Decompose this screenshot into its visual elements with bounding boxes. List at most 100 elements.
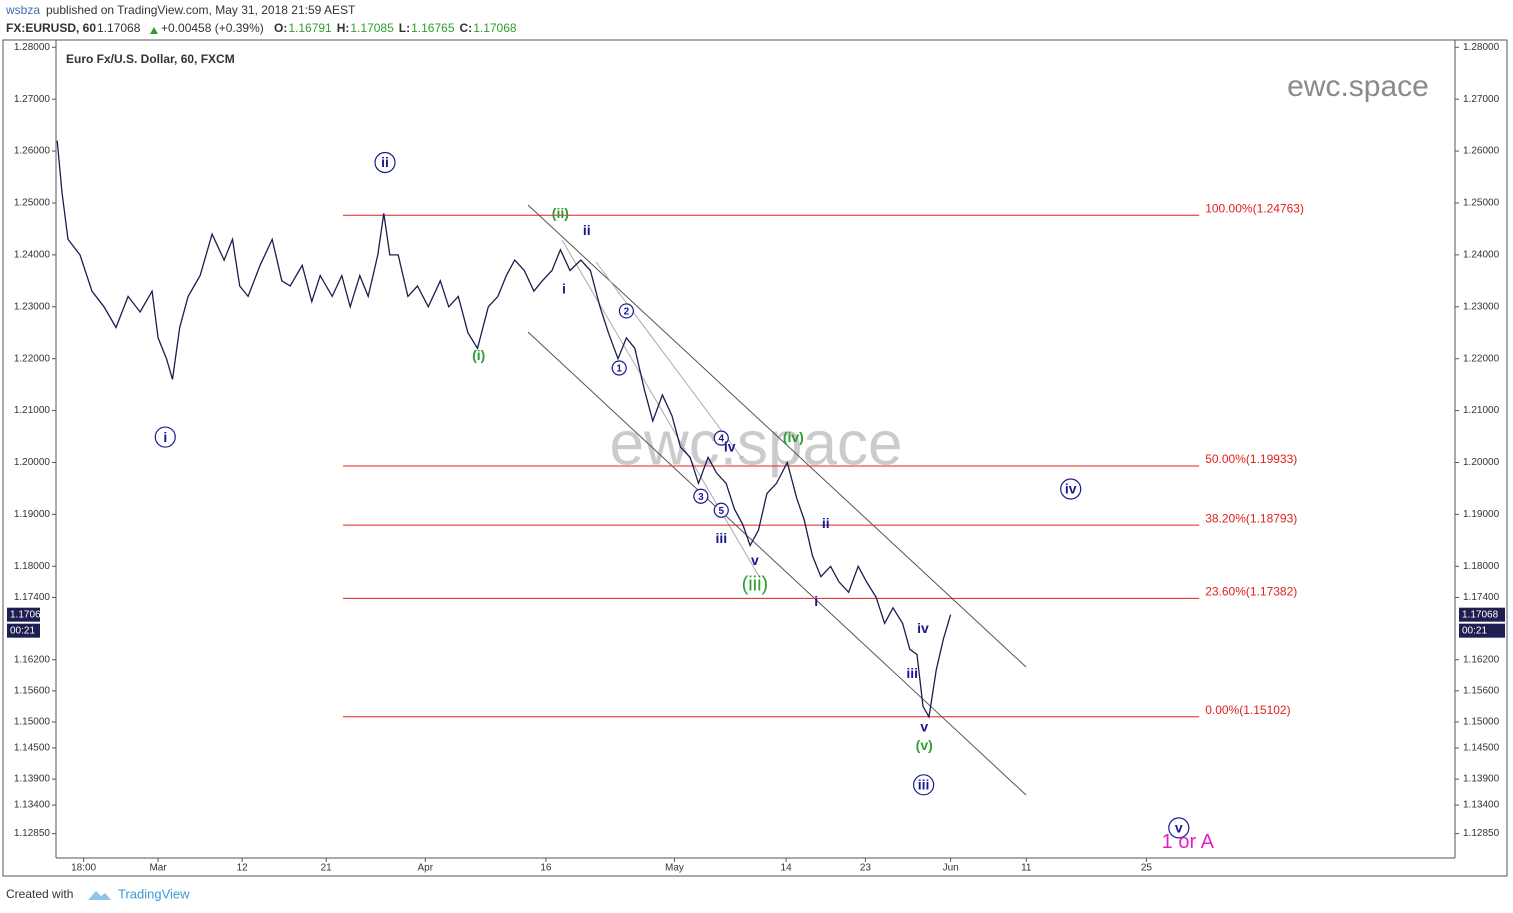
wave-label: (v) (916, 737, 933, 753)
y-tick-label: 1.15600 (1463, 686, 1500, 697)
y-tick-label: 1.21000 (1463, 405, 1500, 416)
y-tick-label: 1.20000 (14, 457, 51, 468)
y-tick-label: 1.16200 (14, 654, 51, 665)
x-tick-label: 11 (1021, 863, 1032, 874)
wave-circle (1060, 478, 1082, 500)
countdown-label: 00:21 (1462, 625, 1487, 636)
countdown-tag (7, 623, 40, 638)
y-tick-label: 1.18000 (1463, 561, 1500, 572)
y-tick-label: 1.14500 (1463, 743, 1500, 754)
wave-circle (713, 502, 729, 518)
ohlc-label: O: (274, 21, 287, 35)
y-tick-label: 1.18000 (14, 561, 51, 572)
x-tick-label: Jun (943, 863, 959, 874)
price: 1.17068 (97, 21, 141, 35)
wave-circle (1168, 817, 1190, 839)
channel-line (527, 204, 1027, 668)
y-tick-label: 1.13400 (14, 800, 51, 811)
wave-label: 5 (718, 506, 724, 517)
price-tag (1459, 607, 1505, 622)
ohlc-value: 1.17085 (350, 21, 394, 35)
y-tick-label: 1.28000 (1463, 42, 1500, 53)
x-tick-label: 23 (860, 863, 872, 874)
y-tick-label: 1.14500 (14, 743, 51, 754)
channel-line (527, 331, 1027, 796)
y-tick-label: 1.26000 (1463, 146, 1500, 157)
y-tick-label: 1.24000 (1463, 250, 1500, 261)
chart-title: Euro Fx/U.S. Dollar, 60, FXCM (66, 52, 235, 66)
fib-label: 38.20%(1.18793) (1205, 511, 1297, 525)
wave-circle (618, 303, 635, 319)
wave-label: 1 (616, 364, 622, 375)
channels (527, 204, 1027, 796)
y-tick-label: 1.22000 (14, 353, 51, 364)
price-tag-label: 1.17068 (1462, 609, 1499, 620)
wave-label: i (814, 593, 818, 609)
y-tick-label: 1.12850 (14, 828, 51, 839)
symbol: FX:EURUSD, 60 (6, 21, 96, 35)
logo (88, 891, 111, 900)
y-tick-label: 1.25000 (1463, 198, 1500, 209)
wave-label: i (163, 429, 167, 445)
x-tick-label: 18:00 (71, 863, 96, 874)
wave-label: (iv) (783, 429, 804, 445)
y-tick-label: 1.12850 (1463, 828, 1500, 839)
wave-circle (374, 151, 396, 174)
x-tick-label: May (665, 863, 684, 874)
y-tick-label: 1.26000 (14, 146, 51, 157)
y-tick-label: 1.19000 (14, 509, 51, 520)
wave-label: i (562, 280, 566, 296)
y-tick-label: 1.21000 (14, 405, 51, 416)
wave-circle (713, 430, 729, 446)
y-tick-label: 1.15600 (14, 686, 51, 697)
ohlc-label: C: (460, 21, 473, 35)
y-tick-label: 1.13900 (14, 774, 51, 785)
x-tick-label: 16 (540, 863, 552, 874)
y-tick-label: 1.24000 (14, 250, 51, 261)
ohlc-value: 1.16791 (288, 21, 332, 35)
wave-label: iv (917, 620, 929, 636)
ohlc: O: 1.16791 H: 1.17085 L: 1.16765 C: 1.17068 (274, 21, 517, 35)
y-tick-label: 1.17400 (14, 592, 51, 603)
y-tick-label: 1.23000 (1463, 301, 1500, 312)
ohlc-label: H: (337, 21, 350, 35)
y-tick-label: 1.19000 (1463, 509, 1500, 520)
wave-label: (i) (472, 347, 485, 363)
wave-circle (913, 774, 935, 796)
x-tick-label: Mar (149, 863, 167, 874)
wave-label: ii (381, 154, 389, 170)
wave-label: iv (724, 439, 736, 455)
wave-label: v (751, 552, 759, 568)
price-tag-label: 1.17068 (10, 609, 47, 620)
price-tag (7, 607, 40, 622)
y-tick-label: 1.22000 (1463, 353, 1500, 364)
channel-line (595, 261, 743, 459)
x-tick-label: 12 (237, 863, 249, 874)
fib-label: 23.60%(1.17382) (1205, 585, 1297, 599)
wave-label: 2 (624, 307, 630, 318)
y-tick-label: 1.27000 (14, 94, 51, 105)
y-tick-label: 1.13900 (1463, 774, 1500, 785)
wave-label: iii (906, 665, 918, 681)
y-tick-label: 1.25000 (14, 198, 51, 209)
y-tick-label: 1.15000 (1463, 717, 1500, 728)
wave-label: iii (715, 530, 727, 546)
fib-label: 100.00%(1.24763) (1205, 201, 1304, 215)
y-tick-label: 1.16200 (1463, 654, 1500, 665)
ohlc-value: 1.17068 (473, 21, 517, 35)
wave-label: 3 (698, 492, 704, 503)
ohlc-label: L: (399, 21, 410, 35)
y-tick-label: 1.27000 (1463, 94, 1500, 105)
wave-label: iv (1065, 481, 1077, 497)
watermark-center: ewc.space (610, 409, 903, 478)
watermark: ewc.space (1287, 70, 1429, 103)
y-tick-label: 1.17400 (1463, 592, 1500, 603)
wave-label: v (1175, 820, 1183, 836)
footer-brand: TradingView (118, 886, 190, 901)
wave-label: v (920, 718, 928, 734)
x-tick-label: 21 (321, 863, 333, 874)
published: published on TradingView.com, May 31, 20… (46, 3, 356, 17)
wave-label: 1 or A (1162, 831, 1215, 853)
